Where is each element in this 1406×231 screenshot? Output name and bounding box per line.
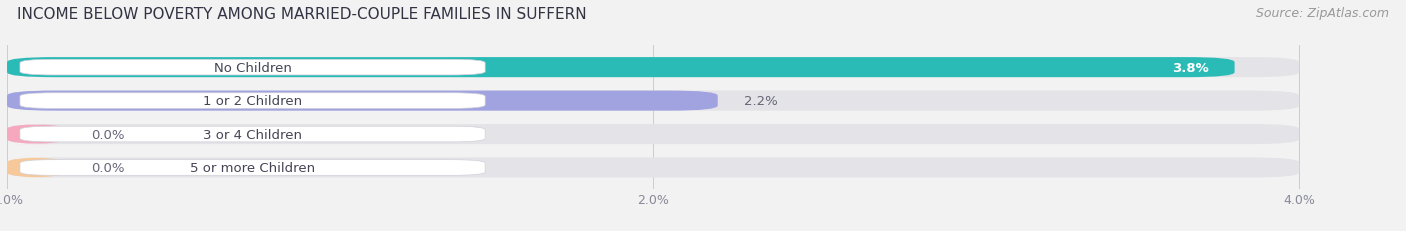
FancyBboxPatch shape	[7, 58, 1234, 78]
Text: 5 or more Children: 5 or more Children	[190, 161, 315, 174]
FancyBboxPatch shape	[20, 127, 485, 142]
FancyBboxPatch shape	[7, 91, 1299, 111]
FancyBboxPatch shape	[20, 60, 485, 76]
FancyBboxPatch shape	[7, 125, 1299, 144]
Text: 1 or 2 Children: 1 or 2 Children	[202, 95, 302, 108]
FancyBboxPatch shape	[20, 160, 485, 176]
Text: 0.0%: 0.0%	[91, 128, 125, 141]
Text: INCOME BELOW POVERTY AMONG MARRIED-COUPLE FAMILIES IN SUFFERN: INCOME BELOW POVERTY AMONG MARRIED-COUPL…	[17, 7, 586, 22]
FancyBboxPatch shape	[7, 125, 65, 144]
FancyBboxPatch shape	[7, 91, 717, 111]
FancyBboxPatch shape	[7, 58, 1299, 78]
Text: Source: ZipAtlas.com: Source: ZipAtlas.com	[1256, 7, 1389, 20]
FancyBboxPatch shape	[7, 158, 1299, 178]
FancyBboxPatch shape	[20, 93, 485, 109]
Text: 2.2%: 2.2%	[744, 95, 778, 108]
Text: 3.8%: 3.8%	[1173, 61, 1209, 74]
Text: 3 or 4 Children: 3 or 4 Children	[202, 128, 302, 141]
Text: No Children: No Children	[214, 61, 291, 74]
FancyBboxPatch shape	[7, 158, 65, 178]
Text: 0.0%: 0.0%	[91, 161, 125, 174]
